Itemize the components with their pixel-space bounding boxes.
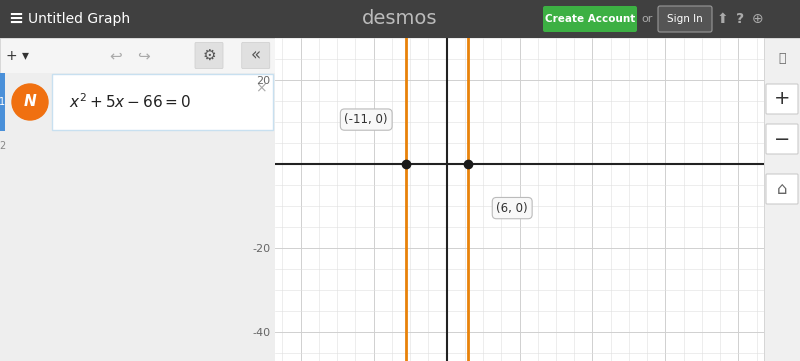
Text: N: N	[24, 95, 36, 109]
Bar	[52, 74, 273, 130]
FancyBboxPatch shape	[766, 174, 798, 204]
Text: ⚙: ⚙	[202, 48, 216, 63]
Text: Sign In: Sign In	[667, 14, 703, 24]
Text: (6, 0): (6, 0)	[496, 201, 528, 214]
Text: + ▾: + ▾	[6, 48, 30, 62]
Text: ×: ×	[255, 81, 267, 95]
Text: desmos: desmos	[362, 9, 438, 29]
Text: (-11, 0): (-11, 0)	[345, 113, 388, 126]
Text: 1: 1	[0, 97, 5, 107]
FancyBboxPatch shape	[658, 6, 712, 32]
Text: 🔧: 🔧	[778, 52, 786, 65]
Text: Untitled Graph: Untitled Graph	[28, 12, 130, 26]
Bar	[0, 73, 5, 131]
Text: $x^2 + 5x - 66 = 0$: $x^2 + 5x - 66 = 0$	[69, 93, 191, 111]
Text: ≡: ≡	[8, 10, 23, 28]
FancyBboxPatch shape	[543, 6, 637, 32]
Text: Create Account: Create Account	[545, 14, 635, 24]
FancyBboxPatch shape	[242, 43, 270, 69]
FancyBboxPatch shape	[766, 84, 798, 114]
Text: ↪: ↪	[137, 48, 150, 63]
Text: ⊕: ⊕	[752, 12, 764, 26]
Text: −: −	[774, 130, 790, 148]
Text: ↩: ↩	[109, 48, 122, 63]
Text: +: +	[774, 90, 790, 109]
Text: «: «	[250, 47, 261, 65]
Text: ⌂: ⌂	[777, 180, 787, 198]
FancyBboxPatch shape	[766, 124, 798, 154]
Circle shape	[12, 84, 48, 120]
Text: or: or	[642, 14, 653, 24]
Text: ⬆: ⬆	[716, 12, 728, 26]
Text: ?: ?	[736, 12, 744, 26]
Text: 2: 2	[0, 141, 5, 151]
FancyBboxPatch shape	[195, 43, 223, 69]
